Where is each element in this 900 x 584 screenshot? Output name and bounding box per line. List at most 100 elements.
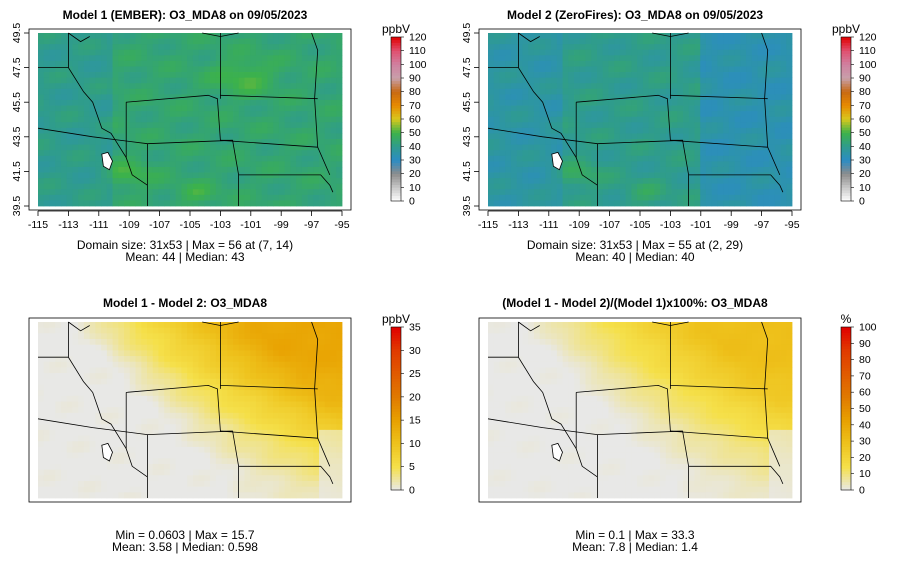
heatmap-cell <box>649 72 655 78</box>
heatmap-cell <box>626 145 632 151</box>
heatmap-cell <box>55 117 61 123</box>
heatmap-cell <box>290 441 296 447</box>
heatmap-cell <box>643 200 649 206</box>
heatmap-cell <box>158 178 164 184</box>
heatmap-cell <box>534 145 540 151</box>
heatmap-cell <box>735 139 741 145</box>
heatmap-cell <box>723 150 729 156</box>
heatmap-cell <box>233 350 239 356</box>
heatmap-cell <box>244 50 250 56</box>
heatmap-cell <box>181 178 187 184</box>
heatmap-cell <box>712 161 718 167</box>
heatmap-cell <box>557 83 563 89</box>
heatmap-cell <box>319 33 325 39</box>
heatmap-cell <box>147 379 153 385</box>
heatmap-cell <box>494 72 500 78</box>
heatmap-cell <box>147 339 153 345</box>
heatmap-cell <box>67 50 73 56</box>
heatmap-cell <box>239 39 245 45</box>
heatmap-cell <box>130 117 136 123</box>
heatmap-cell <box>494 117 500 123</box>
heatmap-cell <box>319 39 325 45</box>
heatmap-cell <box>557 122 563 128</box>
heatmap-cell <box>193 55 199 61</box>
heatmap-cell <box>677 122 683 128</box>
heatmap-cell <box>285 133 291 139</box>
heatmap-cell <box>723 156 729 162</box>
heatmap-cell <box>591 106 597 112</box>
heatmap-cell <box>649 128 655 134</box>
heatmap-cell <box>250 133 256 139</box>
heatmap-cell <box>113 413 119 419</box>
heatmap-cell <box>752 72 758 78</box>
heatmap-cell <box>130 55 136 61</box>
heatmap-cell <box>216 156 222 162</box>
heatmap-cell <box>176 66 182 72</box>
heatmap-cell <box>101 396 107 402</box>
heatmap-cell <box>95 89 101 95</box>
heatmap-cell <box>222 328 228 334</box>
legend-swatch <box>391 108 401 111</box>
heatmap-cell <box>540 139 546 145</box>
heatmap-cell <box>158 100 164 106</box>
heatmap-cell <box>723 72 729 78</box>
heatmap-cell <box>176 161 182 167</box>
heatmap-cell <box>250 200 256 206</box>
heatmap-cell <box>296 390 302 396</box>
heatmap-cell <box>176 200 182 206</box>
heatmap-cell <box>204 133 210 139</box>
heatmap-cell <box>239 350 245 356</box>
heatmap-cell <box>164 106 170 112</box>
heatmap-cell <box>90 350 96 356</box>
heatmap-cell <box>336 345 342 351</box>
heatmap-cell <box>147 328 153 334</box>
heatmap-cell <box>746 44 752 50</box>
heatmap-cell <box>296 195 302 201</box>
heatmap-cell <box>660 122 666 128</box>
heatmap-cell <box>256 436 262 442</box>
heatmap-cell <box>216 83 222 89</box>
heatmap-cell <box>113 345 119 351</box>
heatmap-cell <box>488 39 494 45</box>
x-tick-label: -107 <box>149 219 170 231</box>
heatmap-cell <box>181 390 187 396</box>
heatmap-cell <box>308 396 314 402</box>
heatmap-cell <box>654 178 660 184</box>
heatmap-cell <box>130 345 136 351</box>
heatmap-cell <box>336 117 342 123</box>
heatmap-cell <box>677 178 683 184</box>
heatmap-cell <box>563 145 569 151</box>
heatmap-cell <box>193 453 199 459</box>
heatmap-cell <box>308 167 314 173</box>
heatmap-cell <box>660 189 666 195</box>
heatmap-cell <box>557 145 563 151</box>
heatmap-cell <box>290 322 296 328</box>
heatmap-cell <box>204 184 210 190</box>
heatmap-cell <box>574 178 580 184</box>
heatmap-cell <box>723 111 729 117</box>
heatmap-cell <box>38 178 44 184</box>
heatmap-cell <box>603 72 609 78</box>
heatmap-cell <box>285 83 291 89</box>
heatmap-cell <box>72 173 78 179</box>
heatmap-cell <box>273 178 279 184</box>
heatmap-cell <box>654 39 660 45</box>
heatmap-cell <box>614 178 620 184</box>
heatmap-cell <box>494 184 500 190</box>
heatmap-cell <box>660 133 666 139</box>
heatmap-cell <box>505 195 511 201</box>
heatmap-cell <box>597 39 603 45</box>
heatmap-cell <box>107 145 113 151</box>
heatmap-cell <box>735 195 741 201</box>
heatmap-cell <box>164 117 170 123</box>
heatmap-cell <box>296 407 302 413</box>
heatmap-cell <box>216 470 222 476</box>
heatmap-cell <box>44 419 50 425</box>
heatmap-cell <box>740 195 746 201</box>
heatmap-cell <box>637 44 643 50</box>
heatmap-cell <box>319 195 325 201</box>
heatmap-cell <box>545 44 551 50</box>
heatmap-cell <box>319 362 325 368</box>
heatmap-cell <box>319 66 325 72</box>
heatmap-cell <box>107 44 113 50</box>
